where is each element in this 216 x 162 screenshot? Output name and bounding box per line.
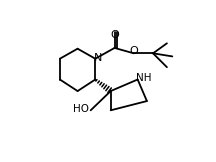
Text: O: O (129, 46, 138, 56)
Text: NH: NH (136, 73, 152, 83)
Text: N: N (94, 53, 102, 63)
Text: HO: HO (73, 104, 89, 114)
Text: O: O (110, 30, 119, 40)
